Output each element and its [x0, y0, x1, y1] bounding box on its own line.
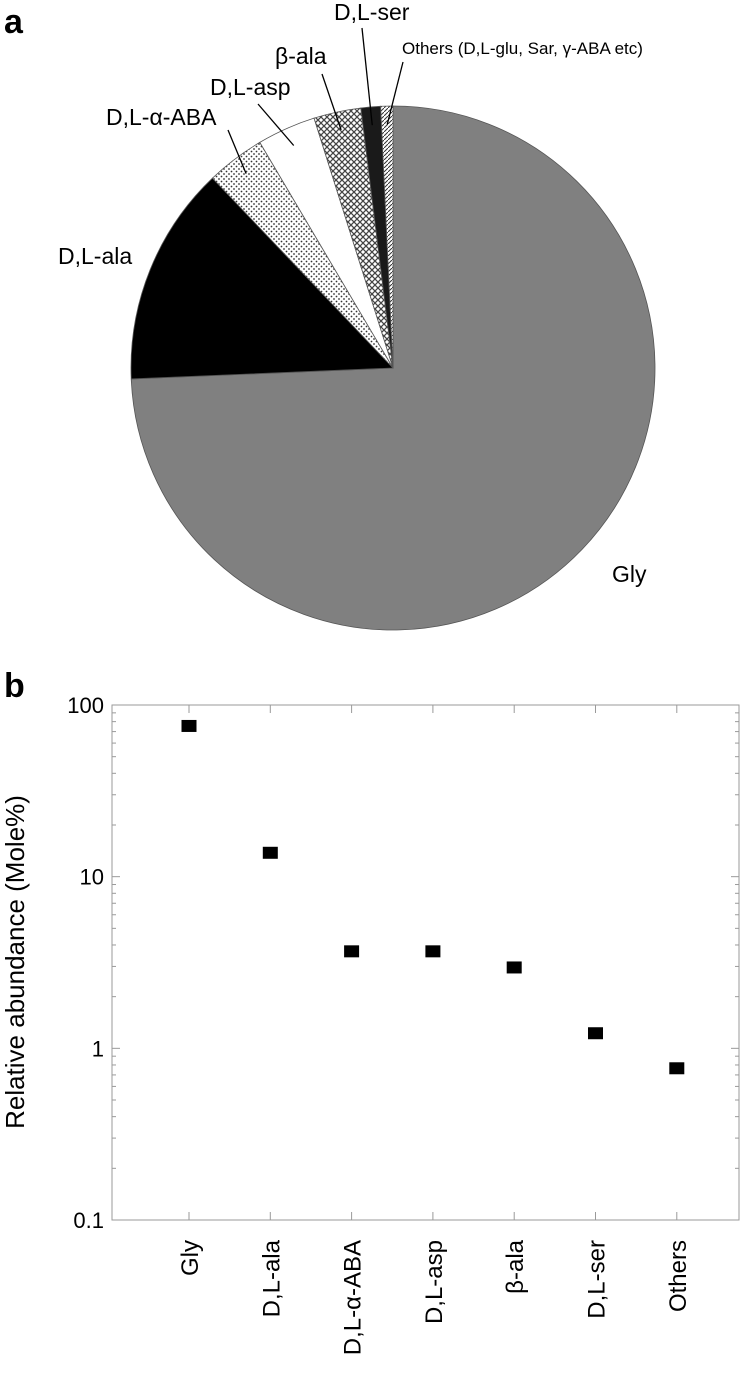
pie-label-d-l-asp: D,L-asp: [210, 74, 291, 100]
category-label-d-l-ala: D,L-ala: [258, 1239, 285, 1317]
category-label-d-l-asp: D,L-asp: [421, 1240, 448, 1324]
pie-label-ala: β-ala: [275, 43, 327, 69]
category-label-others: Others: [665, 1240, 692, 1312]
leader-line-ala: [321, 73, 342, 131]
data-point-d-l-ala: [262, 846, 278, 859]
leader-line-d-l-aba: [227, 129, 247, 174]
pie-chart: Gly D,L-ala D,L-α-ABA D,L-asp β-ala D,L-ser Ot…: [58, 0, 656, 631]
category-label-d-l-ser: D,L-ser: [584, 1240, 611, 1319]
data-point-d-l-ser: [588, 1027, 603, 1040]
data-point-d-l-asp: [425, 945, 441, 958]
y-tick-label-10: 10: [80, 865, 104, 890]
data-point-gly: [181, 719, 197, 732]
pie-slice-d-l-ala: [130, 177, 394, 380]
data-point-ala: [506, 961, 522, 974]
panel-a-label: a: [4, 3, 24, 41]
leader-line-d-l-ser: [361, 27, 373, 126]
pie-label-d-l-ser: D,L-ser: [334, 0, 410, 25]
category-label-gly: Gly: [177, 1240, 204, 1276]
y-tick-label-1: 1: [92, 1036, 104, 1061]
y-axis-title: Relative abundance (Mole%): [0, 795, 30, 1129]
plot-frame: [111, 704, 740, 1221]
leader-line-d-l-asp: [257, 103, 295, 146]
panel-b-label: b: [4, 667, 25, 705]
y-tick-label-100: 100: [67, 693, 104, 718]
data-point-others: [669, 1062, 685, 1075]
category-label-d-l-aba: D,L-α-ABA: [340, 1240, 367, 1355]
y-tick-label-0-1: 0.1: [73, 1208, 104, 1233]
category-label-ala: β-ala: [502, 1239, 529, 1293]
scatter-chart: 100 10 1 0.1 Gly D,L-ala D,L-α-ABA D,L-asp β-al…: [0, 693, 740, 1355]
pie-label-d-l-aba: D,L-α-ABA: [106, 104, 217, 130]
data-point-d-l-aba: [344, 945, 360, 958]
pie-label-gly: Gly: [612, 561, 647, 587]
leader-line-others-d-l-glu-sar-aba-etc: [386, 61, 404, 125]
pie-slice-others-d-l-glu-sar-aba-etc: [380, 105, 394, 369]
pie-label-d-l-ala: D,L-ala: [58, 243, 132, 269]
pie-label-others-d-l-glu-sar-aba-etc: Others (D,L-glu, Sar, γ-ABA etc): [402, 39, 643, 58]
